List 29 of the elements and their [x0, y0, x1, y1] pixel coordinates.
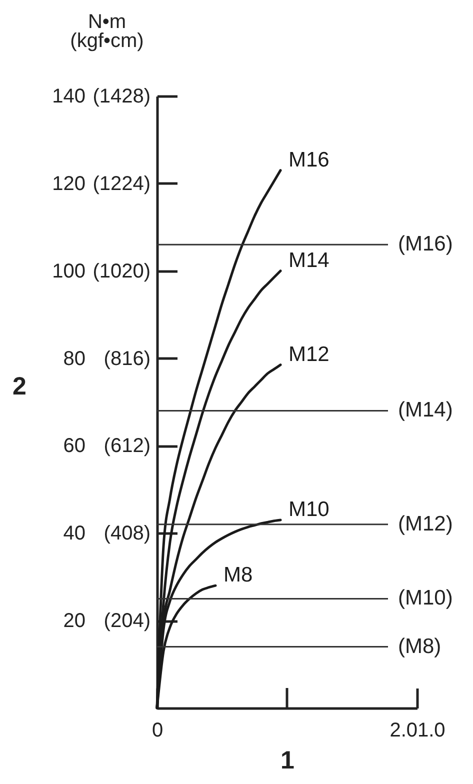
text: N•m (kgf•cm) [70, 11, 144, 52]
y-tick-label: 120 [52, 172, 86, 195]
y-tick-label: 40 [63, 522, 86, 545]
y-tick-label: 100 [52, 260, 86, 282]
y-tick-label: 140 [52, 86, 86, 108]
y2-tick-label: (1428) [92, 86, 150, 108]
ref-line-label: (M12) [398, 512, 453, 536]
y-tick-label: 20 [63, 610, 86, 632]
y-tick-label: 60 [63, 435, 86, 458]
ref-line-label: (M8) [398, 634, 442, 658]
x-axis-title: 1 [280, 746, 295, 774]
series-label: M12 [288, 342, 330, 366]
y2-tick-label: (1224) [92, 172, 150, 195]
ref-line-label: (M10) [398, 586, 453, 610]
x-tick-label: 2.01.0 [390, 720, 446, 742]
y2-tick-label: (1020) [92, 260, 150, 282]
ref-line-label: (M14) [398, 398, 453, 422]
series-label: M14 [288, 248, 330, 272]
ref-line-label: (M16) [398, 232, 453, 256]
y2-tick-label: (816) [104, 348, 150, 370]
series-label: M10 [288, 498, 330, 522]
y-axis-title: 2 [12, 372, 26, 400]
y2-tick-label: (408) [104, 522, 150, 545]
x-tick-label: 0 [152, 720, 164, 742]
series-label: M16 [288, 148, 330, 172]
y2-tick-label: (612) [104, 435, 150, 458]
y-tick-label: 80 [63, 348, 86, 370]
y2-tick-label: (204) [104, 610, 150, 632]
series-label: M8 [224, 564, 253, 587]
